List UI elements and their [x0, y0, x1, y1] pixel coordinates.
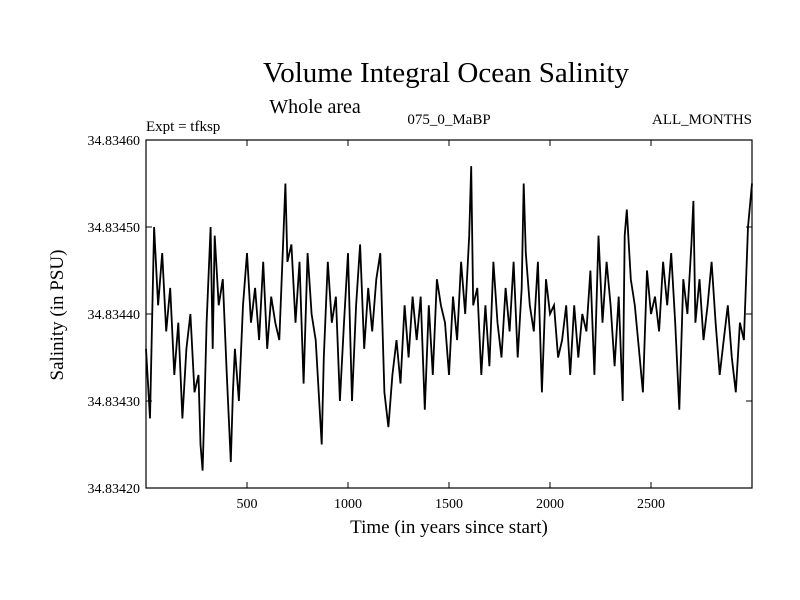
y-axis-ticks: 34.83420 34.83430 34.83440 34.83450 34.83460	[88, 134, 752, 497]
plot-frame	[145, 139, 753, 489]
salinity-series-line	[145, 166, 753, 471]
x-tick-label: 2500	[637, 497, 665, 512]
chart-title: Volume Integral Ocean Salinity	[263, 57, 629, 89]
run-label: 075_0_MaBP	[407, 112, 490, 128]
period-label: ALL_MONTHS	[652, 112, 752, 128]
y-axis-label: Salinity (in PSU)	[47, 250, 68, 381]
y-tick-label: 34.83440	[88, 308, 141, 323]
experiment-label: Expt = tfksp	[146, 119, 220, 135]
chart-subtitle: Whole area	[269, 96, 361, 118]
x-tick-label: 1500	[435, 497, 463, 512]
x-tick-label: 500	[237, 497, 258, 512]
y-tick-label: 34.83460	[88, 134, 141, 149]
y-tick-label: 34.83430	[88, 395, 141, 410]
y-tick-label: 34.83420	[88, 482, 141, 497]
x-tick-label: 2000	[536, 497, 564, 512]
y-tick-label: 34.83450	[88, 221, 141, 236]
x-axis-ticks: 500 1000 1500 2000 2500	[237, 140, 665, 512]
x-tick-label: 1000	[334, 497, 362, 512]
x-axis-label: Time (in years since start)	[350, 517, 548, 538]
